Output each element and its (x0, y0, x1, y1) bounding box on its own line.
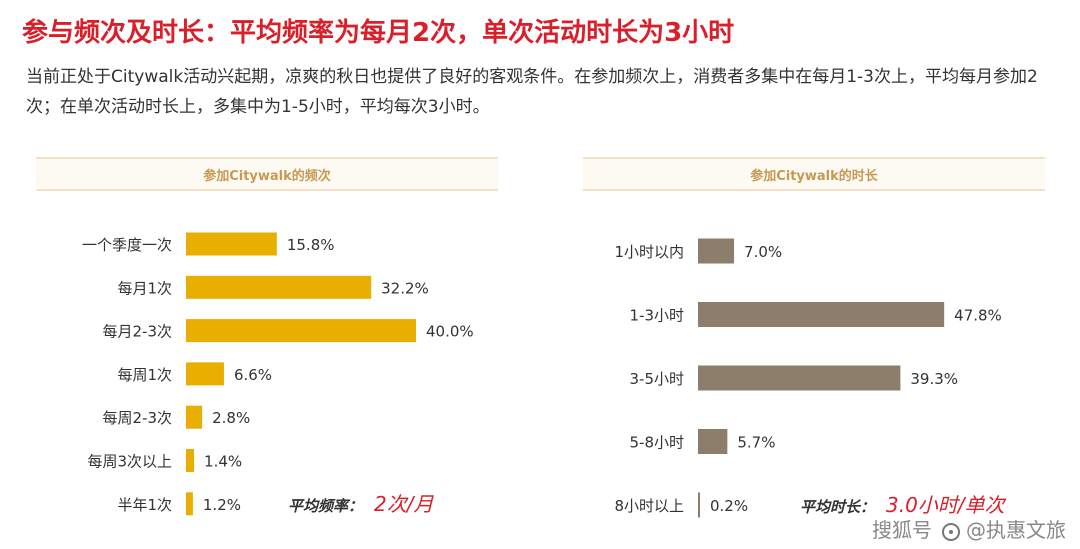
freq-category-label: 每周3次以上 (87, 453, 172, 471)
dur-average-value: 3.0小时/单次 (886, 493, 1007, 517)
dur-bar (698, 238, 735, 264)
freq-category-label: 每周2-3次 (103, 409, 173, 427)
freq-average-value: 2次/月 (374, 492, 434, 516)
freq-value-label: 15.8% (287, 236, 335, 254)
dur-category-label: 3-5小时 (630, 370, 685, 388)
dur-bar (698, 302, 945, 327)
dur-category-label: 5-8小时 (630, 434, 685, 452)
dur-category-label: 8小时以上 (614, 497, 684, 515)
freq-bar (186, 405, 203, 429)
duration-chart-title-text: 参加Citywalk的时长 (750, 168, 878, 184)
dur-value-label: 0.2% (710, 497, 748, 515)
freq-value-label: 6.6% (234, 366, 272, 384)
dur-value-label: 5.7% (737, 434, 775, 452)
weibo-icon (942, 522, 960, 541)
freq-value-label: 1.4% (204, 453, 242, 471)
freq-category-label: 每周1次 (117, 366, 172, 384)
freq-category-label: 每月2-3次 (103, 323, 173, 341)
freq-bar (186, 449, 195, 472)
freq-category-label: 每月1次 (117, 279, 172, 297)
dur-category-label: 1小时以内 (614, 243, 684, 261)
page-title: 参与频次及时长：平均频率为每月2次，单次活动时长为3小时 (22, 18, 735, 48)
dur-value-label: 39.3% (910, 370, 958, 388)
dur-bar (698, 429, 728, 454)
freq-value-label: 1.2% (203, 496, 241, 514)
freq-bar (186, 232, 277, 256)
dur-bar (698, 492, 700, 518)
freq-bar (186, 275, 372, 299)
page-subtitle: 当前正处于Citywalk活动兴起期，凉爽的秋日也提供了良好的客观条件。在参加频… (26, 67, 1038, 117)
dur-category-label: 1-3小时 (630, 307, 685, 325)
freq-value-label: 40.0% (426, 323, 474, 341)
freq-value-label: 2.8% (212, 409, 250, 427)
freq-average-label: 平均频率： (288, 497, 363, 515)
duration-chart-title: 参加Citywalk的时长 (583, 157, 1045, 191)
freq-bar (186, 492, 193, 516)
frequency-chart-title: 参加Citywalk的频次 (36, 157, 498, 191)
freq-category-label: 半年1次 (117, 496, 172, 514)
freq-category-label: 一个季度一次 (82, 236, 172, 254)
frequency-chart-title-text: 参加Citywalk的频次 (203, 168, 331, 184)
freq-bar (186, 319, 416, 343)
watermark-account: @执惠文旅 (966, 518, 1066, 542)
freq-bar (186, 362, 224, 386)
watermark: 搜狐号 @执惠文旅 (872, 514, 1066, 543)
dur-average-label: 平均时长： (800, 498, 875, 516)
watermark-brand: 搜狐号 (872, 518, 932, 542)
dur-bar (698, 365, 901, 391)
freq-value-label: 32.2% (381, 279, 429, 297)
dur-value-label: 47.8% (954, 307, 1002, 325)
dur-value-label: 7.0% (744, 243, 782, 261)
